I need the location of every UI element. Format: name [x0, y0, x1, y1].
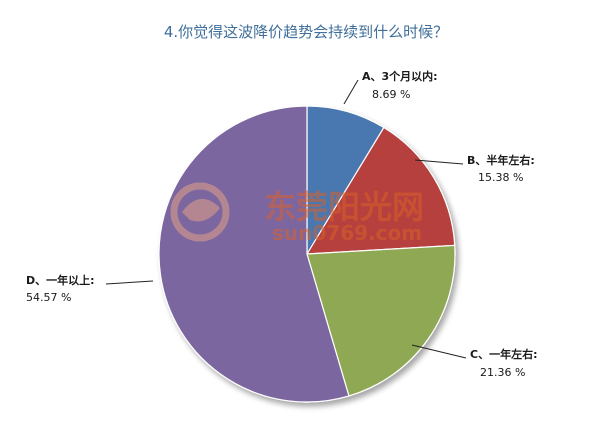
label-leaders — [105, 79, 467, 359]
slice-label-name-d: D、一年以上: — [26, 273, 95, 287]
slice-label-value-d: 54.57 % — [26, 291, 71, 304]
pie-slices — [158, 105, 456, 403]
slice-label-value-b: 15.38 % — [478, 171, 523, 184]
watermark-url: sun0769.com — [272, 221, 422, 245]
watermark-brand: 东莞阳光网 — [264, 188, 424, 226]
pie-slice-c — [306, 244, 456, 397]
leader-line-b — [414, 159, 464, 165]
slice-labels: A、3个月以内: 8.69 % B、半年左右: 15.38 % C、一年左右: 21.36… — [26, 69, 537, 379]
slice-label-name-b: B、半年左右: — [467, 153, 535, 167]
watermark: 东莞阳光网 sun0769.com — [170, 182, 424, 245]
slice-label-value-c: 21.36 % — [480, 366, 525, 379]
leader-line-d — [105, 280, 154, 285]
slice-label-value-a: 8.69 % — [372, 88, 410, 101]
leader-line-c — [411, 344, 467, 359]
slice-label-name-c: C、一年左右: — [470, 347, 537, 361]
watermark-logo-icon — [170, 182, 230, 242]
pie-slice-b — [305, 126, 456, 255]
pie-slice-d — [158, 105, 350, 403]
leader-line-a — [343, 79, 359, 105]
slice-label-name-a: A、3个月以内: — [362, 69, 438, 83]
chart-title: 4.你觉得这波降价趋势会持续到什么时候？ — [164, 23, 448, 41]
